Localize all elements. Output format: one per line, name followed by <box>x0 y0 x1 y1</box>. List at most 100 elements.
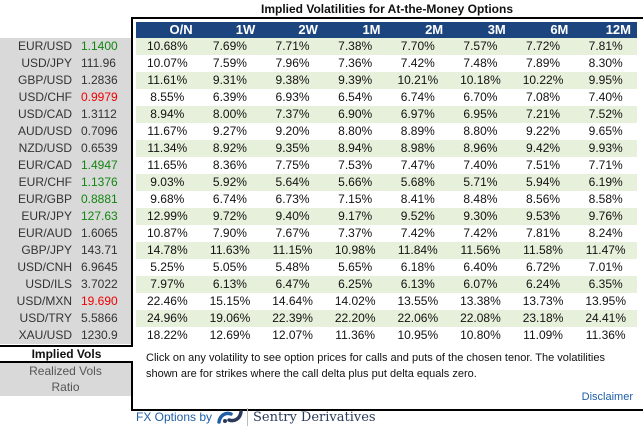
currency-pair-item[interactable]: USD/CNH 6.9645 <box>0 259 131 276</box>
vol-cell[interactable]: 11.63% <box>199 242 262 259</box>
vol-cell[interactable]: 9.52% <box>387 208 450 225</box>
vol-cell[interactable]: 19.06% <box>199 310 262 327</box>
vol-cell[interactable]: 14.64% <box>261 293 324 310</box>
currency-pair-item[interactable]: EUR/GBP 0.8881 <box>0 191 131 208</box>
vol-cell[interactable]: 7.52% <box>574 106 637 123</box>
vol-cell[interactable]: 24.96% <box>136 310 199 327</box>
currency-pair-item[interactable]: EUR/CAD 1.4947 <box>0 157 131 174</box>
vol-cell[interactable]: 22.06% <box>387 310 450 327</box>
vol-cell[interactable]: 7.81% <box>512 225 575 242</box>
vol-cell[interactable]: 5.05% <box>199 259 262 276</box>
vol-cell[interactable]: 7.97% <box>136 276 199 293</box>
vol-cell[interactable]: 22.20% <box>324 310 387 327</box>
vol-cell[interactable]: 22.08% <box>449 310 512 327</box>
vol-cell[interactable]: 14.78% <box>136 242 199 259</box>
currency-pair-item[interactable]: NZD/USD 0.6539 <box>0 140 131 157</box>
vol-cell[interactable]: 6.40% <box>449 259 512 276</box>
vol-cell[interactable]: 6.97% <box>387 106 450 123</box>
vol-cell[interactable]: 9.39% <box>324 72 387 89</box>
currency-pair-item[interactable]: GBP/USD 1.2836 <box>0 72 131 89</box>
vol-cell[interactable]: 11.56% <box>449 242 512 259</box>
vol-cell[interactable]: 6.35% <box>574 276 637 293</box>
disclaimer-link[interactable]: Disclaimer <box>582 391 633 403</box>
vol-cell[interactable]: 6.18% <box>387 259 450 276</box>
vol-cell[interactable]: 8.36% <box>199 157 262 174</box>
vol-cell[interactable]: 9.53% <box>512 208 575 225</box>
vol-cell[interactable]: 5.71% <box>449 174 512 191</box>
vol-cell[interactable]: 9.38% <box>261 72 324 89</box>
vol-cell[interactable]: 9.76% <box>574 208 637 225</box>
vol-cell[interactable]: 10.98% <box>324 242 387 259</box>
vol-cell[interactable]: 6.93% <box>261 89 324 106</box>
vol-cell[interactable]: 10.95% <box>387 327 450 344</box>
vol-cell[interactable]: 14.02% <box>324 293 387 310</box>
vol-cell[interactable]: 8.96% <box>449 140 512 157</box>
vol-cell[interactable]: 9.35% <box>261 140 324 157</box>
vol-cell[interactable]: 22.39% <box>261 310 324 327</box>
vol-cell[interactable]: 5.68% <box>387 174 450 191</box>
vol-cell[interactable]: 6.95% <box>449 106 512 123</box>
vol-cell[interactable]: 9.65% <box>574 123 637 140</box>
vol-cell[interactable]: 5.92% <box>199 174 262 191</box>
vol-cell[interactable]: 12.99% <box>136 208 199 225</box>
vol-cell[interactable]: 7.53% <box>324 157 387 174</box>
currency-pair-item[interactable]: USD/CHF 0.9979 <box>0 89 131 106</box>
vol-cell[interactable]: 8.58% <box>574 191 637 208</box>
vol-cell[interactable]: 9.22% <box>512 123 575 140</box>
vol-cell[interactable]: 6.13% <box>199 276 262 293</box>
vol-cell[interactable]: 8.24% <box>574 225 637 242</box>
vol-cell[interactable]: 7.47% <box>387 157 450 174</box>
vol-cell[interactable]: 7.71% <box>261 38 324 55</box>
vol-cell[interactable]: 11.84% <box>387 242 450 259</box>
vol-cell[interactable]: 9.93% <box>574 140 637 157</box>
currency-pair-item[interactable]: EUR/JPY 127.63 <box>0 208 131 225</box>
vol-cell[interactable]: 6.47% <box>261 276 324 293</box>
vol-cell[interactable]: 9.27% <box>199 123 262 140</box>
vol-cell[interactable]: 6.19% <box>574 174 637 191</box>
vol-cell[interactable]: 11.34% <box>136 140 199 157</box>
vol-cell[interactable]: 7.40% <box>449 157 512 174</box>
vol-cell[interactable]: 7.67% <box>261 225 324 242</box>
vol-cell[interactable]: 7.81% <box>574 38 637 55</box>
vol-cell[interactable]: 7.89% <box>512 55 575 72</box>
vol-cell[interactable]: 10.87% <box>136 225 199 242</box>
vol-cell[interactable]: 5.65% <box>324 259 387 276</box>
currency-pair-item[interactable]: EUR/CHF 1.1376 <box>0 174 131 191</box>
vol-cell[interactable]: 5.66% <box>324 174 387 191</box>
vol-cell[interactable]: 10.80% <box>449 327 512 344</box>
vol-cell[interactable]: 6.54% <box>324 89 387 106</box>
vol-cell[interactable]: 9.40% <box>261 208 324 225</box>
vol-cell[interactable]: 8.55% <box>136 89 199 106</box>
vol-cell[interactable]: 15.15% <box>199 293 262 310</box>
vol-cell[interactable]: 5.48% <box>261 259 324 276</box>
vol-cell[interactable]: 10.07% <box>136 55 199 72</box>
vol-cell[interactable]: 7.08% <box>512 89 575 106</box>
vol-cell[interactable]: 7.71% <box>574 157 637 174</box>
vol-cell[interactable]: 6.24% <box>512 276 575 293</box>
vol-cell[interactable]: 9.42% <box>512 140 575 157</box>
tab-ratio[interactable]: Ratio <box>0 379 131 395</box>
vol-cell[interactable]: 7.42% <box>449 225 512 242</box>
currency-pair-item[interactable]: GBP/JPY 143.71 <box>0 242 131 259</box>
vol-cell[interactable]: 11.65% <box>136 157 199 174</box>
vol-cell[interactable]: 7.21% <box>512 106 575 123</box>
vol-cell[interactable]: 13.38% <box>449 293 512 310</box>
vol-cell[interactable]: 9.03% <box>136 174 199 191</box>
vol-cell[interactable]: 7.90% <box>199 225 262 242</box>
vol-cell[interactable]: 8.48% <box>449 191 512 208</box>
footer-prefix[interactable]: FX Options by <box>136 410 212 424</box>
vol-cell[interactable]: 7.38% <box>324 38 387 55</box>
vol-cell[interactable]: 7.37% <box>261 106 324 123</box>
vol-cell[interactable]: 7.01% <box>574 259 637 276</box>
vol-cell[interactable]: 7.59% <box>199 55 262 72</box>
vol-cell[interactable]: 8.89% <box>387 123 450 140</box>
vol-cell[interactable]: 6.74% <box>199 191 262 208</box>
vol-cell[interactable]: 12.69% <box>199 327 262 344</box>
vol-cell[interactable]: 9.17% <box>324 208 387 225</box>
vol-cell[interactable]: 9.95% <box>574 72 637 89</box>
vol-cell[interactable]: 11.58% <box>512 242 575 259</box>
vol-cell[interactable]: 7.37% <box>324 225 387 242</box>
vol-cell[interactable]: 7.42% <box>387 55 450 72</box>
vol-cell[interactable]: 7.70% <box>387 38 450 55</box>
currency-pair-item[interactable]: USD/ILS 3.7022 <box>0 276 131 293</box>
